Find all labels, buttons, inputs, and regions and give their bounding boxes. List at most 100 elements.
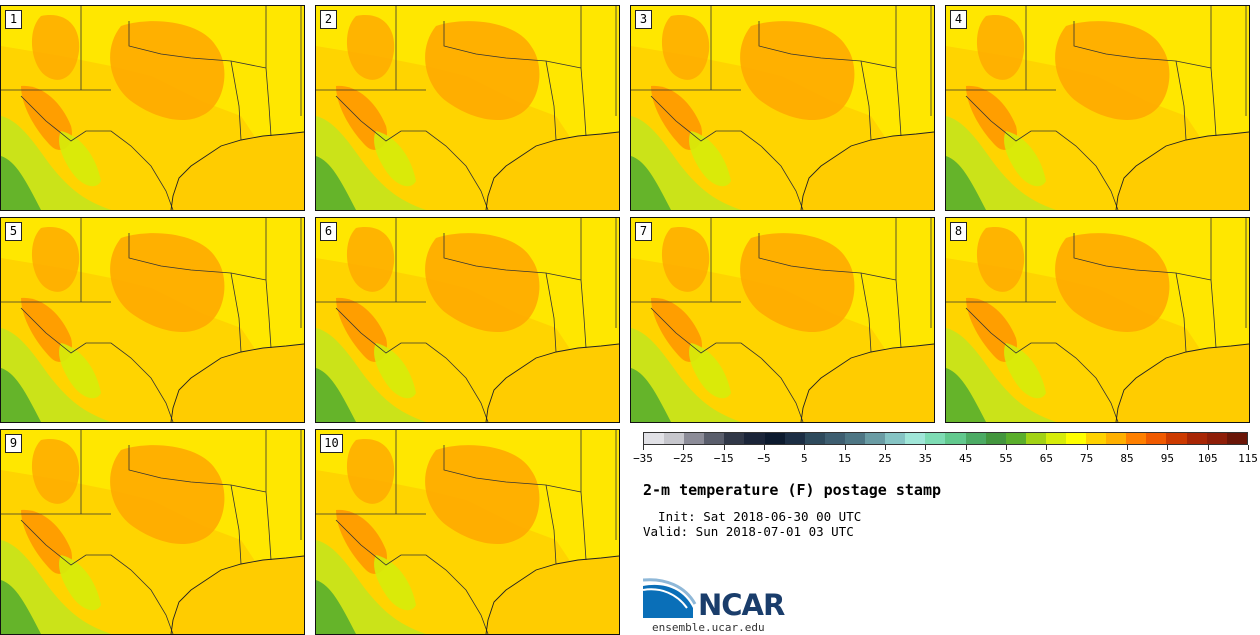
ensemble-panel-1: 1 [0, 5, 305, 211]
colorbar-tick [1167, 445, 1169, 450]
colorbar-tick [1006, 445, 1007, 450]
colorbar-tick [1127, 445, 1128, 450]
temperature-map [946, 6, 1249, 210]
colorbar-tick-label: −5 [757, 452, 771, 465]
colorbar-tick [1046, 445, 1048, 450]
ensemble-panel-3: 3 [630, 5, 935, 211]
colorbar-tick-label: 85 [1120, 452, 1134, 465]
colorbar-tick-label: −25 [673, 452, 694, 465]
colorbar-tick-label: 55 [999, 452, 1013, 465]
colorbar-segment [1226, 433, 1247, 444]
ensemble-panel-8: 8 [945, 217, 1250, 423]
colorbar-tick [925, 445, 927, 450]
temperature-map [316, 430, 619, 634]
colorbar-segment [885, 433, 906, 444]
colorbar-segment [945, 433, 966, 444]
panel-number: 8 [950, 222, 967, 241]
colorbar-segment [1206, 433, 1227, 444]
init-time: Init: Sat 2018-06-30 00 UTC [643, 509, 862, 524]
colorbar-segment [905, 433, 926, 444]
colorbar-tick-label: 65 [1039, 452, 1053, 465]
colorbar-segment [684, 433, 705, 444]
colorbar-tick-label: −15 [713, 452, 734, 465]
colorbar-tick [1086, 445, 1088, 450]
colorbar-tick-label: 115 [1238, 452, 1258, 465]
panel-number: 3 [635, 10, 652, 29]
panel-number: 1 [5, 10, 22, 29]
colorbar-segment [824, 433, 845, 444]
logo-text: NCAR [698, 588, 785, 622]
colorbar-tick [965, 445, 967, 450]
temperature-map [631, 218, 934, 422]
colorbar-segment [1086, 433, 1107, 444]
ensemble-panel-6: 6 [315, 217, 620, 423]
colorbar-tick-label: 5 [801, 452, 808, 465]
panel-number: 6 [320, 222, 337, 241]
colorbar-tick [844, 445, 846, 450]
colorbar-segment [784, 433, 805, 444]
colorbar-tick [885, 445, 886, 450]
colorbar-segment [1146, 433, 1167, 444]
colorbar-segment [664, 433, 685, 444]
colorbar-segment [1126, 433, 1147, 444]
temperature-map [1, 430, 304, 634]
colorbar-tick [723, 445, 725, 450]
ensemble-panel-5: 5 [0, 217, 305, 423]
colorbar-segment [644, 433, 665, 444]
temperature-map [316, 218, 619, 422]
colorbar-segment [1065, 433, 1087, 444]
colorbar-tick-label: 15 [838, 452, 852, 465]
colorbar-tick [683, 445, 685, 450]
colorbar-segment [925, 433, 946, 444]
colorbar-tick [1207, 445, 1209, 450]
chart-title: 2-m temperature (F) postage stamp [643, 481, 942, 499]
site-url: ensemble.ucar.edu [652, 621, 765, 634]
colorbar-tick-label: 75 [1080, 452, 1094, 465]
ensemble-panel-10: 10 [315, 429, 620, 635]
colorbar-segment [844, 433, 866, 444]
valid-time: Valid: Sun 2018-07-01 03 UTC [643, 524, 854, 539]
panel-number: 9 [5, 434, 22, 453]
colorbar-segment [744, 433, 765, 444]
colorbar-tick-label: −35 [633, 452, 653, 465]
panel-number: 4 [950, 10, 967, 29]
colorbar-tick-label: 25 [878, 452, 892, 465]
ensemble-panel-7: 7 [630, 217, 935, 423]
colorbar-segment [704, 433, 725, 444]
panel-number: 10 [320, 434, 343, 453]
temperature-map [1, 6, 304, 210]
colorbar-segment [1045, 433, 1066, 444]
temperature-map [316, 6, 619, 210]
ensemble-panel-4: 4 [945, 5, 1250, 211]
panel-number: 5 [5, 222, 22, 241]
colorbar-segment [1186, 433, 1207, 444]
colorbar-tick [764, 445, 765, 450]
panel-number: 2 [320, 10, 337, 29]
colorbar-tick-label: 105 [1197, 452, 1218, 465]
colorbar-segment [985, 433, 1006, 444]
colorbar-segment [1106, 433, 1127, 444]
ensemble-panel-2: 2 [315, 5, 620, 211]
temperature-map [631, 6, 934, 210]
colorbar-tick-label: 35 [918, 452, 932, 465]
colorbar-segment [724, 433, 745, 444]
temperature-colorbar [643, 432, 1248, 445]
temperature-map [946, 218, 1249, 422]
colorbar-segment [764, 433, 785, 444]
colorbar-tick-label: 95 [1160, 452, 1174, 465]
colorbar-segment [1005, 433, 1026, 444]
panel-number: 7 [635, 222, 652, 241]
colorbar-tick [1248, 445, 1249, 450]
colorbar-tick-label: 45 [959, 452, 973, 465]
colorbar-segment [865, 433, 886, 444]
ensemble-panel-9: 9 [0, 429, 305, 635]
ncar-logo-icon [643, 578, 697, 618]
colorbar-segment [1166, 433, 1187, 444]
colorbar-tick [643, 445, 644, 450]
temperature-map [1, 218, 304, 422]
colorbar-segment [804, 433, 825, 444]
colorbar-ticks: −35 −25 −15 −5 5 15 25 35 45 55 65 75 85 95 105 115 [633, 445, 1258, 469]
colorbar-segment [1025, 433, 1046, 444]
colorbar-tick [804, 445, 806, 450]
colorbar-segment [965, 433, 986, 444]
